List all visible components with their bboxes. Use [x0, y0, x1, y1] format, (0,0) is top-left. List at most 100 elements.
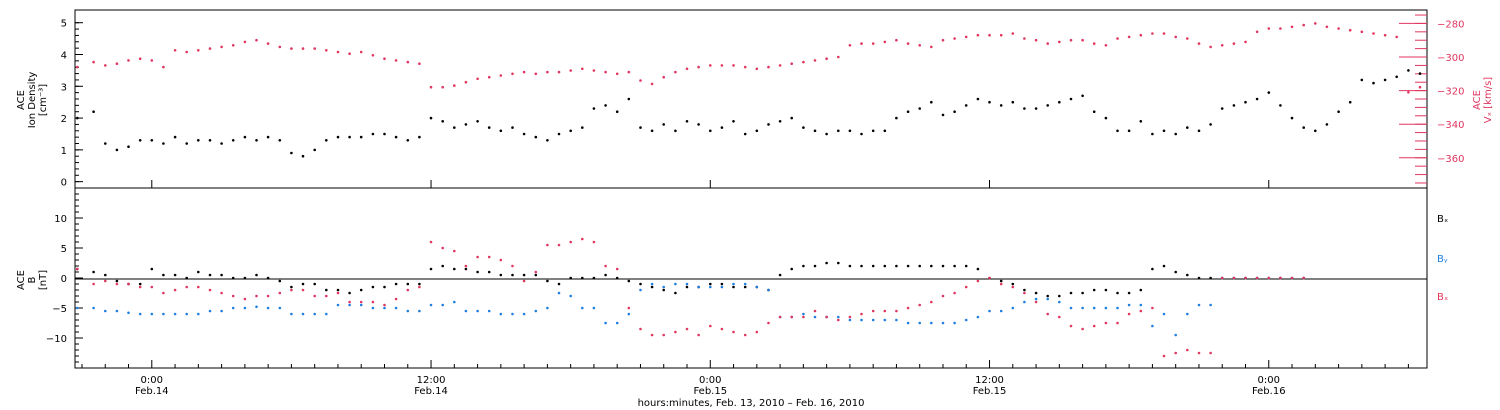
By-point	[743, 282, 747, 286]
velocity_vx-point	[627, 70, 631, 74]
velocity_vx-point	[359, 50, 363, 54]
By-point	[162, 312, 165, 316]
By-point	[871, 318, 875, 322]
ion_density-point	[1267, 91, 1271, 94]
density-tick-label: 3	[61, 82, 67, 93]
density-tick-label: 0	[61, 178, 67, 189]
Bx-point	[546, 279, 549, 283]
Bz-point	[778, 315, 782, 319]
ion_density-point	[546, 139, 549, 142]
Bz-point	[906, 306, 910, 310]
Bz-point	[639, 327, 642, 331]
Bx-point	[534, 273, 538, 277]
ion_density-point	[1372, 81, 1375, 85]
Bz-point	[1081, 327, 1084, 331]
velocity_vx-point	[1395, 35, 1398, 39]
velocity_vx-point	[964, 35, 968, 39]
velocity_vx-point	[860, 42, 863, 45]
velocity_vx-point	[1116, 37, 1119, 40]
velocity_vx-point	[650, 82, 654, 86]
ion_density-point	[313, 148, 317, 152]
velocity_vx-point	[1151, 32, 1154, 35]
velocity_vx-point	[138, 57, 142, 60]
Bx-point	[674, 291, 677, 295]
Bz-point	[1092, 324, 1096, 328]
bottom-label-line3: [nT]	[38, 270, 49, 290]
By-point	[813, 315, 817, 319]
ion_density-point	[697, 123, 700, 126]
Bx-point	[964, 264, 968, 268]
Bx-point	[581, 276, 584, 280]
ion_density-point	[1232, 104, 1236, 107]
By-point	[383, 306, 386, 310]
velocity_vx-point	[348, 52, 351, 55]
ion_density-point	[709, 129, 712, 133]
Bz-point	[1279, 276, 1282, 280]
Bx-point	[999, 279, 1003, 283]
b-tick-label: −5	[52, 304, 67, 315]
Bx-point	[732, 285, 735, 289]
top-right-label-line1: ACE	[1472, 90, 1483, 110]
velocity_vx-point	[1186, 37, 1189, 40]
Bx-point	[650, 285, 654, 289]
Bz-point	[883, 309, 887, 313]
Bx-point	[837, 261, 840, 265]
Bz-point	[964, 285, 968, 289]
Bz-point	[1290, 276, 1294, 280]
By-point	[301, 312, 305, 316]
Bz-point	[848, 315, 852, 319]
ion_density-point	[825, 132, 828, 136]
Bz-point	[1209, 351, 1212, 355]
velocity_vx-point	[394, 59, 398, 62]
velocity_vx-point	[522, 70, 526, 74]
By-point	[883, 318, 887, 322]
ion_density-point	[732, 120, 735, 123]
ion_density-point	[359, 135, 363, 139]
Bz-point	[487, 255, 491, 259]
ion_density-point	[1174, 132, 1177, 136]
velocity_vx-point	[278, 45, 282, 49]
ion_density-point	[1139, 120, 1143, 123]
ion_density-point	[1162, 129, 1166, 133]
ion_density-point	[406, 139, 410, 142]
By-point	[918, 321, 921, 325]
By-point	[1023, 300, 1026, 304]
x-tick-time-label: 12:00	[417, 375, 446, 386]
By-point	[999, 309, 1003, 313]
By-point	[802, 312, 805, 316]
Bx-point	[976, 267, 980, 271]
Bx-point	[348, 291, 351, 295]
velocity_vx-point	[499, 74, 503, 77]
velocity_vx-point	[453, 84, 456, 87]
ion_density-point	[778, 120, 782, 123]
Bx-point	[848, 264, 852, 268]
velocity_vx-point	[76, 65, 79, 69]
By-point	[511, 312, 514, 316]
ion_density-point	[1023, 107, 1026, 110]
ion_density-point	[76, 116, 79, 120]
By-point	[569, 294, 572, 298]
Bz-point	[615, 267, 619, 271]
legend-by: Bᵧ	[1437, 254, 1448, 265]
Bz-point	[371, 300, 375, 304]
velocity_vx-point	[243, 40, 247, 44]
top-left-axis-label: ACE Ion Density [cm⁻³]	[16, 72, 49, 129]
ion_density-point	[220, 142, 223, 145]
ion_density-point	[1081, 94, 1084, 98]
ion_density-point	[906, 110, 910, 113]
ion_density-point	[953, 110, 956, 113]
x-tick-date-label: Feb.16	[1252, 386, 1286, 397]
By-point	[1139, 303, 1143, 307]
velocity-tick-label: −340	[1437, 120, 1464, 131]
velocity_vx-point	[336, 50, 340, 54]
By-point	[138, 312, 142, 316]
velocity_vx-point	[301, 47, 305, 50]
velocity_vx-point	[1360, 30, 1364, 34]
By-point	[464, 309, 468, 313]
By-point	[557, 291, 561, 295]
ion_density-point	[1325, 123, 1329, 126]
By-point	[1197, 303, 1201, 307]
Bz-point	[1011, 285, 1015, 289]
By-point	[732, 282, 735, 286]
